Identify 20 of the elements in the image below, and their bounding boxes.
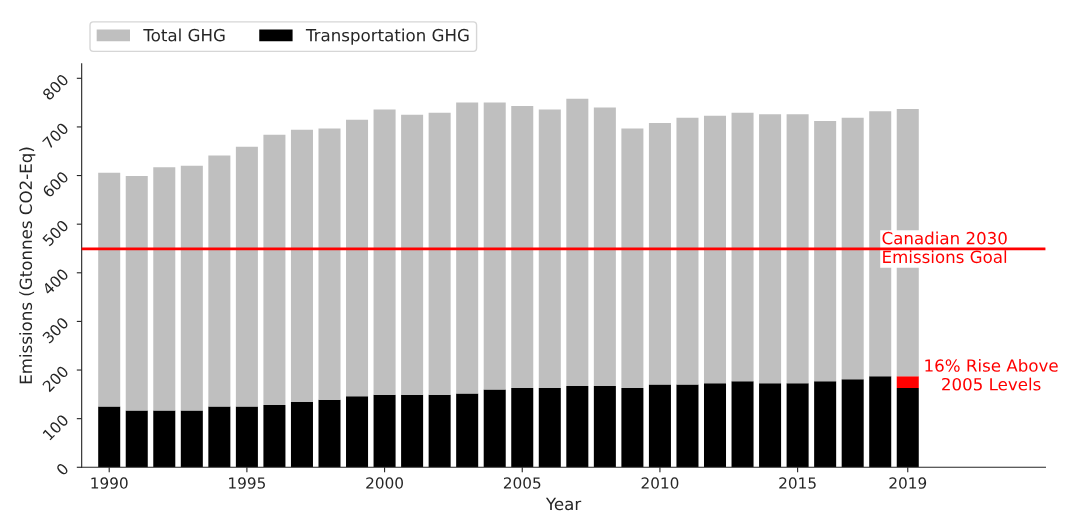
legend-label: Total GHG <box>143 28 225 42</box>
ref-line-label: Canadian 2030 Emissions Goal <box>882 231 1007 264</box>
x-tick-label: 2015 <box>779 477 816 489</box>
annotation: 16% Rise Above 2005 Levels <box>925 358 1058 391</box>
y-tick-label: 500 <box>41 219 70 247</box>
x-tick-label: 2010 <box>641 477 679 489</box>
y-tick-label: 100 <box>42 413 70 441</box>
y-tick-label: 400 <box>41 267 70 296</box>
x-tick-label: 1990 <box>91 477 128 489</box>
y-axis-title: Emissions (Gtonnes CO2-Eq) <box>19 147 36 384</box>
legend-label: Transportation GHG <box>305 28 469 45</box>
x-axis-title: Year <box>545 497 582 511</box>
y-tick-label: 600 <box>41 170 70 198</box>
x-tick-label: 2000 <box>366 477 403 489</box>
x-tick-label: 2019 <box>889 477 927 489</box>
y-tick-label: 0 <box>55 462 70 476</box>
x-tick-label: 2005 <box>503 477 541 489</box>
y-tick-label: 700 <box>41 122 70 150</box>
x-tick-label: 1995 <box>229 477 265 489</box>
y-tick-label: 800 <box>41 73 70 101</box>
